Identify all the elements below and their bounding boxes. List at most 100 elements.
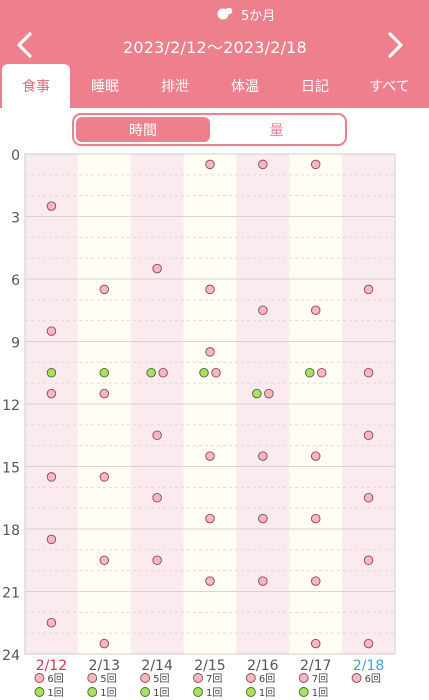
chevron-right-icon <box>388 32 403 58</box>
legend-meal-dot <box>34 673 45 683</box>
baby-food-point <box>46 367 57 378</box>
meal-point <box>310 576 321 586</box>
tab-sleep[interactable]: 睡眠 <box>91 79 119 95</box>
meal-point <box>99 388 110 399</box>
meal-point <box>205 284 215 295</box>
meal-point <box>310 638 321 649</box>
meal-point <box>258 513 268 524</box>
meal-point <box>316 367 327 378</box>
baby-food-count-label: 1回 <box>206 687 222 699</box>
tab-excretion[interactable]: 排泄 <box>161 79 189 95</box>
child-age[interactable]: 5か月 <box>217 4 275 24</box>
date-range-title: 2023/2/12〜2023/2/18 <box>123 38 307 57</box>
prev-week-button[interactable] <box>12 30 36 60</box>
meal-point <box>310 513 321 524</box>
baby-icon <box>217 7 233 20</box>
legend-meal-dot <box>351 673 362 683</box>
amount-mode-button[interactable]: 量 <box>269 122 284 139</box>
legend-meal-dot <box>193 673 203 683</box>
legend-baby-food-dot <box>87 687 98 697</box>
baby-food-point <box>199 367 209 378</box>
meal-point <box>363 367 374 378</box>
meal-point <box>258 305 268 315</box>
meal-point <box>310 305 321 315</box>
x-date-label: 2/15 <box>194 658 225 674</box>
y-tick-label: 6 <box>11 273 20 289</box>
legend-meal-dot <box>87 673 98 683</box>
meal-point <box>99 284 110 295</box>
baby-food-count-label: 1回 <box>100 687 116 699</box>
meal-point <box>46 388 57 399</box>
baby-food-count-label: 1回 <box>47 687 63 699</box>
meal-point <box>310 159 321 170</box>
meal-count-label: 7回 <box>206 673 222 685</box>
baby-food-count-label: 1回 <box>312 687 328 699</box>
meal-count-label: 6回 <box>259 673 275 685</box>
x-date-label: 2/13 <box>89 658 120 674</box>
tab-meal[interactable]: 食事 <box>2 64 70 108</box>
meal-point <box>205 159 215 170</box>
legend-baby-food-dot <box>245 687 256 697</box>
meal-point <box>310 451 321 461</box>
x-date-label: 2/14 <box>141 658 173 674</box>
meal-point <box>99 555 110 566</box>
tab-diary[interactable]: 日記 <box>301 79 329 95</box>
meal-point <box>264 388 274 399</box>
legend-baby-food-dot <box>34 687 45 697</box>
baby-food-point <box>304 367 315 378</box>
legend-meal-dot <box>298 673 309 683</box>
y-tick-label: 24 <box>2 648 20 664</box>
meal-point <box>258 576 268 586</box>
meal-time-chart: 036912151821242/126回1回2/135回1回2/145回1回2/… <box>2 148 396 699</box>
x-date-label: 2/16 <box>247 658 279 674</box>
meal-point <box>205 347 215 357</box>
meal-point <box>152 263 162 274</box>
meal-count-label: 5回 <box>100 673 116 685</box>
meal-point <box>152 493 162 503</box>
meal-point <box>152 430 162 441</box>
meal-point <box>258 159 268 170</box>
baby-food-point <box>146 367 156 378</box>
legend-baby-food-dot <box>298 687 309 697</box>
meal-point <box>363 430 374 441</box>
meal-point <box>46 201 57 211</box>
x-date-label: 2/17 <box>300 658 331 674</box>
meal-count-label: 6回 <box>47 673 63 685</box>
x-date-label: 2/18 <box>353 658 384 674</box>
tab-all[interactable]: すべて <box>369 79 410 95</box>
time-mode-button[interactable]: 時間 <box>76 117 210 142</box>
plot-frame <box>24 153 396 655</box>
chevron-left-icon <box>17 32 32 58</box>
meal-point <box>363 493 374 503</box>
legend-meal-dot <box>245 673 256 683</box>
meal-count-label: 5回 <box>153 673 169 685</box>
meal-point <box>46 534 57 545</box>
meal-point <box>258 451 268 461</box>
meal-point <box>46 326 57 336</box>
baby-food-count-label: 1回 <box>259 687 275 699</box>
x-date-label: 2/12 <box>36 658 67 674</box>
baby-food-point <box>252 388 262 399</box>
meal-point <box>205 451 215 461</box>
meal-point <box>363 555 374 566</box>
baby-food-count-label: 1回 <box>153 687 169 699</box>
next-week-button[interactable] <box>384 30 408 60</box>
baby-food-point <box>99 367 110 378</box>
y-tick-label: 15 <box>2 461 20 477</box>
meal-point <box>205 513 215 524</box>
y-tick-label: 0 <box>11 148 20 164</box>
meal-count-label: 6回 <box>365 673 381 685</box>
tab-temperature[interactable]: 体温 <box>231 79 259 95</box>
y-tick-label: 3 <box>11 211 20 227</box>
y-tick-label: 9 <box>11 336 20 352</box>
y-tick-label: 21 <box>2 586 20 602</box>
meal-point <box>363 638 374 649</box>
age-label: 5か月 <box>241 8 276 24</box>
meal-point <box>158 367 168 378</box>
meal-point <box>363 284 374 295</box>
meal-point <box>152 555 162 566</box>
header-bar: 5か月 2023/2/12〜2023/2/18 食事 睡眠 排泄 体温 日記 す… <box>0 0 429 108</box>
meal-point <box>46 472 57 482</box>
legend-meal-dot <box>140 673 151 683</box>
meal-point <box>211 367 221 378</box>
